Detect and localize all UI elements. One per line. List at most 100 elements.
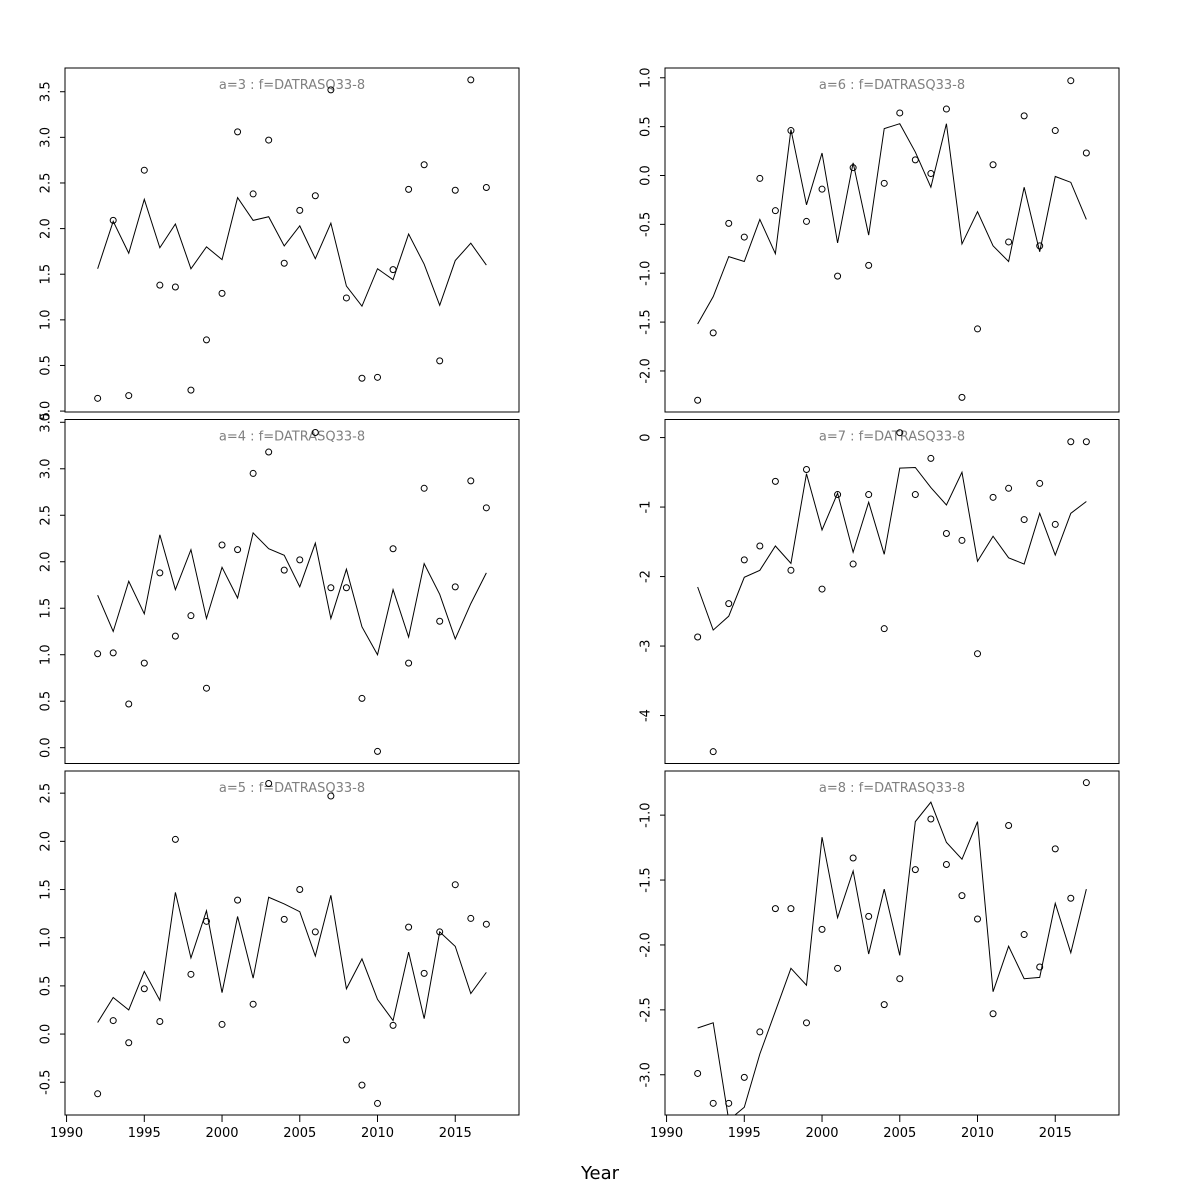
data-point	[202, 684, 210, 692]
data-point	[1082, 149, 1090, 157]
y-tick-label: 2.5	[39, 505, 54, 526]
y-tick-label: 0.0	[39, 401, 54, 422]
data-point	[482, 504, 490, 512]
x-tick-label: 2000	[205, 1126, 238, 1141]
data-point	[467, 914, 475, 922]
data-point	[482, 184, 490, 192]
data-point	[974, 915, 982, 923]
data-point	[694, 1069, 702, 1077]
y-tick-label: -1	[639, 501, 654, 514]
data-point	[896, 975, 904, 983]
data-point	[694, 633, 702, 641]
panel-title: a=4 : f=DATRASQ33-8	[219, 430, 365, 445]
data-point	[1051, 845, 1059, 853]
data-point	[1005, 822, 1013, 830]
y-tick-label: 1.5	[39, 598, 54, 619]
data-point	[436, 357, 444, 365]
data-point	[771, 905, 779, 913]
data-area	[94, 76, 490, 402]
panel: a=4 : f=DATRASQ33-8 0.0 0.5 1.0 1.5 2.0 2.5 3.0…	[39, 412, 520, 764]
data-point	[451, 583, 459, 591]
data-point	[927, 454, 935, 462]
data-point	[109, 216, 117, 224]
data-point	[849, 854, 857, 862]
data-point	[942, 105, 950, 113]
data-point	[880, 625, 888, 633]
x-tick-label: 2005	[883, 1126, 916, 1141]
y-tick-label: 2.0	[39, 831, 54, 852]
y-tick-label: 2.5	[39, 783, 54, 804]
data-point	[187, 386, 195, 394]
data-point	[467, 76, 475, 84]
y-tick-label: -1.5	[639, 867, 654, 892]
y-tick-label: -2.5	[639, 997, 654, 1022]
y-tick-label: 3.5	[39, 412, 54, 433]
x-tick-label: 2015	[439, 1126, 472, 1141]
plot-frame	[64, 419, 520, 764]
data-point	[482, 920, 490, 928]
x-tick-label: 1995	[728, 1126, 761, 1141]
data-point	[451, 186, 459, 194]
data-point	[1020, 516, 1028, 524]
fitted-line	[697, 123, 1087, 325]
fitted-line	[697, 801, 1087, 1115]
data-point	[358, 374, 366, 382]
data-point	[218, 541, 226, 549]
data-point	[187, 612, 195, 620]
x-axis-title: Year	[580, 1163, 620, 1184]
data-point	[280, 915, 288, 923]
panel-title: a=6 : f=DATRASQ33-8	[819, 78, 965, 93]
data-point	[1067, 894, 1075, 902]
data-point	[927, 170, 935, 178]
y-tick-label: -0.5	[639, 212, 654, 237]
y-tick-label: 1.0	[39, 927, 54, 948]
data-point	[171, 835, 179, 843]
panel: a=6 : f=DATRASQ33-8 -2.0 -1.5 -1.0 -0.5 0.0 0.…	[639, 67, 1120, 413]
data-area	[694, 429, 1090, 756]
data-point	[358, 694, 366, 702]
y-tick-label: 0.0	[39, 737, 54, 758]
y-tick-label: 0.0	[39, 1024, 54, 1045]
y-tick-label: 3.0	[39, 127, 54, 148]
data-point	[958, 536, 966, 544]
data-point	[694, 396, 702, 404]
data-point	[1020, 112, 1028, 120]
data-point	[125, 392, 133, 400]
x-tick-label: 2010	[361, 1126, 394, 1141]
data-point	[156, 281, 164, 289]
panel-title: a=3 : f=DATRASQ33-8	[219, 78, 365, 93]
data-point	[140, 985, 148, 993]
y-tick-label: 0.5	[39, 976, 54, 997]
fitted-line	[97, 196, 487, 308]
data-point	[327, 792, 335, 800]
data-point	[896, 429, 904, 437]
data-point	[709, 1099, 717, 1107]
data-area	[94, 429, 490, 755]
y-tick-label: -3	[639, 640, 654, 653]
y-tick-label: -1.0	[639, 802, 654, 827]
data-point	[958, 393, 966, 401]
data-point	[249, 1000, 257, 1008]
y-tick-label: 1.5	[39, 879, 54, 900]
data-point	[818, 585, 826, 593]
y-tick-label: 0.5	[639, 116, 654, 137]
data-point	[989, 161, 997, 169]
data-point	[849, 164, 857, 172]
panel: a=5 : f=DATRASQ33-8 -0.5 0.0 0.5 1.0 1.5 2.0 2.…	[39, 770, 520, 1141]
y-tick-label: 0	[639, 433, 654, 441]
data-point	[342, 294, 350, 302]
data-point	[802, 217, 810, 225]
x-tick-label: 2000	[805, 1126, 838, 1141]
y-tick-label: 2.5	[39, 173, 54, 194]
data-point	[94, 394, 102, 402]
y-tick-label: -2	[639, 570, 654, 583]
data-point	[1051, 520, 1059, 528]
data-point	[740, 1073, 748, 1081]
data-point	[802, 1019, 810, 1027]
data-point	[1036, 963, 1044, 971]
data-point	[234, 546, 242, 554]
data-point	[202, 336, 210, 344]
data-point	[311, 192, 319, 200]
data-point	[958, 892, 966, 900]
